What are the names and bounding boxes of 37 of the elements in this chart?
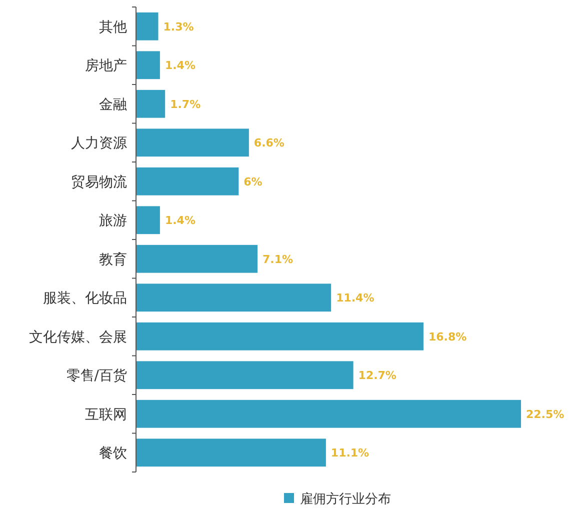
data-label: 11.1% bbox=[330, 446, 370, 460]
data-label: 6.6% bbox=[254, 136, 284, 150]
bar bbox=[136, 400, 521, 428]
y-tick-label: 互联网 bbox=[85, 406, 127, 423]
y-tick-label: 教育 bbox=[99, 250, 127, 268]
y-tick-label: 其他 bbox=[99, 19, 127, 36]
bar bbox=[136, 51, 160, 80]
bar bbox=[136, 128, 249, 157]
y-tick-label: 服装、化妆品 bbox=[43, 290, 127, 307]
legend-label: 雇佣方行业分布 bbox=[300, 491, 391, 507]
bar bbox=[136, 12, 158, 40]
y-tick-label: 金融 bbox=[99, 96, 127, 113]
bar bbox=[136, 90, 166, 118]
y-tick-label: 零售/百货 bbox=[66, 368, 127, 384]
y-tick-label: 餐饮 bbox=[99, 446, 127, 462]
data-label: 7.1% bbox=[262, 252, 294, 266]
bar bbox=[136, 438, 326, 467]
data-label: 11.4% bbox=[336, 292, 374, 305]
bar bbox=[136, 244, 258, 273]
data-label: 6% bbox=[244, 175, 262, 188]
data-label: 16.8% bbox=[428, 330, 467, 344]
bar bbox=[136, 284, 332, 312]
bar bbox=[136, 206, 160, 234]
y-tick-label: 文化传媒、会展 bbox=[29, 329, 127, 346]
data-label: 1.4% bbox=[164, 214, 196, 228]
data-label: 12.7% bbox=[358, 369, 396, 382]
y-tick-label: 贸易物流 bbox=[71, 174, 127, 190]
data-label: 1.7% bbox=[170, 98, 201, 111]
y-tick-label: 旅游 bbox=[99, 213, 127, 230]
bar bbox=[136, 167, 239, 196]
y-tick-label: 房地产 bbox=[85, 58, 127, 74]
data-label: 22.5% bbox=[526, 408, 564, 421]
bar bbox=[136, 322, 424, 350]
bar bbox=[136, 361, 354, 390]
y-tick-label: 人力资源 bbox=[71, 136, 127, 152]
data-label: 1.3% bbox=[163, 20, 194, 34]
data-label: 1.4% bbox=[164, 59, 196, 72]
